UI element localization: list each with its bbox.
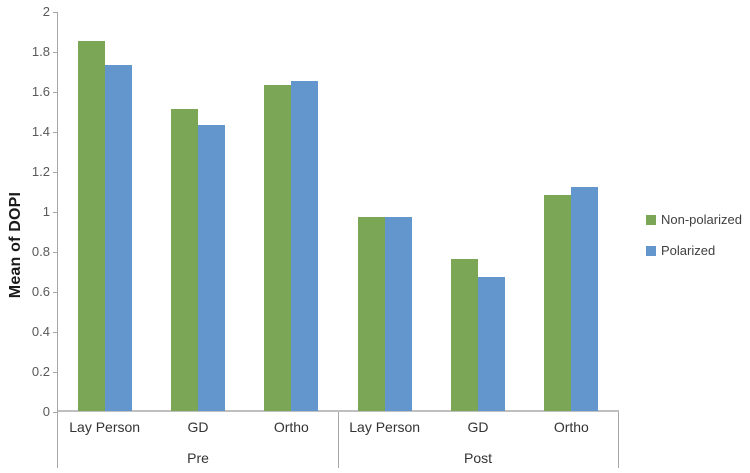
bar-polarized-pre-ortho [291,81,319,411]
x-label-pre-gd: GD [187,419,209,435]
y-tick-label-1-2: 1.2 [31,164,50,179]
legend-item-non-polarized: Non-polarized [646,212,742,227]
bar-non-polarized-pre-ortho [264,85,292,411]
bar-non-polarized-post-ortho [544,195,572,411]
y-tick-mark [53,252,58,253]
y-tick-mark [53,412,58,413]
y-tick-mark [53,12,58,13]
y-tick-label-0: 0 [42,404,50,419]
legend: Non-polarized Polarized [646,212,742,274]
band-divider [618,412,619,468]
bar-polarized-pre-gd [198,125,225,411]
y-tick-mark [53,92,58,93]
y-tick-label-1-4: 1.4 [31,124,50,139]
bar-polarized-post-ortho [571,187,599,411]
bar-non-polarized-post-gd [451,259,478,411]
bar-polarized-pre-lay-person [104,65,132,411]
x-label-pre-ortho: Ortho [273,419,309,435]
x-label-post-gd: GD [467,419,489,435]
y-tick-mark [53,372,58,373]
y-tick-mark [53,52,58,53]
y-tick-label-0-2: 0.2 [31,364,50,379]
y-tick-label-1-8: 1.8 [31,44,50,59]
bar-non-polarized-pre-gd [171,109,198,411]
y-tick-label-0-6: 0.6 [31,284,50,299]
legend-label: Non-polarized [661,212,742,227]
y-tick-label-1-6: 1.6 [31,84,50,99]
y-tick-mark [53,172,58,173]
legend-item-polarized: Polarized [646,243,742,258]
x-label-post-ortho: Ortho [553,419,589,435]
y-tick-mark [53,212,58,213]
bar-polarized-post-gd [478,277,505,411]
y-tick-label-0-8: 0.8 [31,244,50,259]
y-tick-mark [53,292,58,293]
legend-label: Polarized [661,243,716,258]
y-tick-mark [53,132,58,133]
y-tick-label-2: 2 [42,4,50,19]
y-tick-label-1: 1 [42,204,50,219]
y-tick-label-0-4: 0.4 [31,324,50,339]
x-axis-line [58,410,619,412]
band-divider [338,412,339,468]
bar-non-polarized-pre-lay-person [77,41,105,411]
legend-swatch-icon [646,245,656,256]
y-axis-line [57,12,58,468]
x-group-label-pre: Pre [187,450,209,466]
x-label-pre-lay-person: Lay Person [69,419,141,435]
bar-polarized-post-lay-person [384,217,412,411]
x-group-label-post: Post [463,450,493,466]
bar-non-polarized-post-lay-person [357,217,385,411]
legend-swatch-icon [646,214,656,225]
x-label-post-lay-person: Lay Person [349,419,421,435]
y-tick-mark [53,332,58,333]
